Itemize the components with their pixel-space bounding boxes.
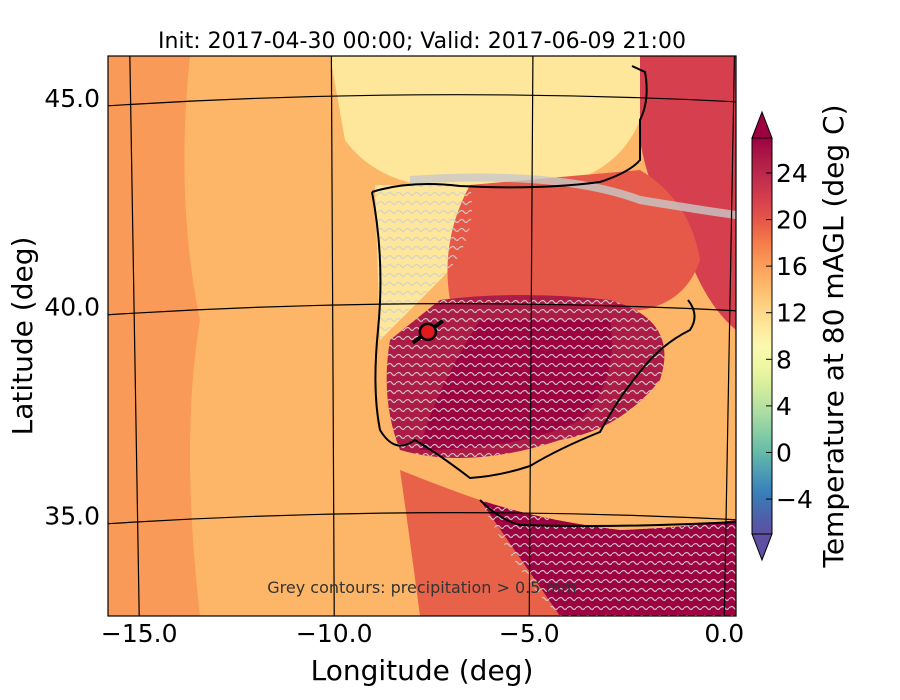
colorbar-tick-label: 12 (776, 299, 808, 328)
meridian-line (528, 56, 534, 616)
x-tick-label: −10.0 (296, 619, 373, 648)
axis-ticks: −15.0 −10.0 −5.0 0.0 35.0 40.0 45.0 (44, 84, 744, 648)
africa-coast-strip (400, 470, 560, 616)
region-mediterranean (560, 410, 736, 521)
meridian-line (330, 56, 335, 616)
colorbar-ticks: −4 0 4 8 12 16 20 24 (766, 159, 813, 514)
coastline (371, 65, 736, 527)
precipitation-band (409, 173, 736, 219)
meridian-line (129, 56, 140, 616)
location-marker (411, 319, 445, 345)
chart-title: Init: 2017-04-30 00:00; Valid: 2017-06-0… (158, 29, 686, 54)
map-panel (108, 56, 736, 616)
graticule-lines (108, 56, 736, 616)
meridian-line (723, 56, 736, 616)
y-tick-label: 45.0 (44, 84, 100, 113)
region-north-plateau (447, 170, 700, 312)
colorbar-tick-label: 0 (776, 438, 792, 467)
precipitation-note: Grey contours: precipitation > 0.5 mm (267, 578, 576, 597)
x-tick-label: 0.0 (704, 619, 744, 648)
x-axis-label: Longitude (deg) (311, 654, 534, 687)
colorbar-tick-label: 24 (776, 159, 808, 188)
colorbar-tick-label: 4 (776, 392, 792, 421)
y-axis-label: Latitude (deg) (6, 237, 39, 436)
colorbar-extend-min (751, 533, 773, 562)
map-frame (107, 55, 737, 617)
colorbar-label: Temperature at 80 mAGL (deg C) (817, 104, 850, 568)
colorbar-tick-label: 8 (776, 345, 792, 374)
region-ocean-far-west (108, 56, 200, 616)
x-tick-label: −5.0 (499, 619, 560, 648)
precipitation-contours (375, 185, 736, 616)
colorbar-tick-label: 16 (776, 252, 808, 281)
region-bay-of-biscay (330, 56, 640, 185)
parallel-line (108, 303, 736, 316)
colorbar-extend-max (751, 110, 773, 139)
x-tick-label: −15.0 (101, 619, 178, 648)
colorbar-tick-label: 20 (776, 206, 808, 235)
parallel-line (108, 512, 736, 525)
y-tick-label: 35.0 (44, 502, 100, 531)
y-tick-label: 40.0 (44, 293, 100, 322)
colorbar-tick-label: −4 (776, 485, 813, 514)
colorbar-scale (751, 137, 773, 535)
region-france-southwest (640, 56, 736, 330)
colorbar: −4 0 4 8 12 16 20 24 Temperature at 80 mAGL (de… (751, 104, 850, 569)
graticule (108, 56, 736, 616)
marker-dot (418, 322, 438, 342)
parallel-line (108, 94, 736, 107)
